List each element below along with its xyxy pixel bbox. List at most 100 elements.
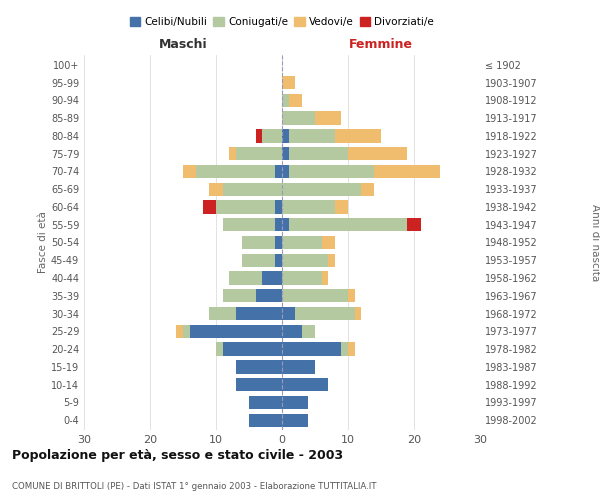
Legend: Celibi/Nubili, Coniugati/e, Vedovi/e, Divorziati/e: Celibi/Nubili, Coniugati/e, Vedovi/e, Di… <box>130 17 434 27</box>
Bar <box>282 272 322 284</box>
Bar <box>282 360 315 374</box>
Bar <box>249 414 282 427</box>
Bar <box>223 289 282 302</box>
Bar <box>282 218 289 232</box>
Bar <box>209 307 282 320</box>
Bar <box>282 129 381 142</box>
Bar <box>282 112 315 125</box>
Bar <box>282 94 302 107</box>
Y-axis label: Anni di nascita: Anni di nascita <box>590 204 600 281</box>
Bar <box>282 200 335 213</box>
Text: Femmine: Femmine <box>349 38 413 52</box>
Bar <box>249 396 282 409</box>
Bar <box>223 218 282 232</box>
Bar <box>282 236 335 249</box>
Bar <box>282 254 335 267</box>
Bar <box>282 414 308 427</box>
Bar <box>223 342 282 356</box>
Bar <box>282 360 315 374</box>
Bar <box>282 272 328 284</box>
Bar <box>282 76 295 89</box>
Bar <box>282 218 407 232</box>
Bar <box>249 396 282 409</box>
Bar <box>282 342 341 356</box>
Bar <box>282 182 361 196</box>
Bar <box>282 164 440 178</box>
Bar <box>282 218 421 232</box>
Bar <box>249 414 282 427</box>
Bar <box>282 378 328 392</box>
Bar <box>249 414 282 427</box>
Bar <box>282 236 335 249</box>
Bar <box>282 324 315 338</box>
Bar <box>282 324 315 338</box>
Bar <box>275 200 282 213</box>
Y-axis label: Fasce di età: Fasce di età <box>38 212 48 274</box>
Bar <box>236 360 282 374</box>
Bar <box>282 324 315 338</box>
Bar <box>236 360 282 374</box>
Bar <box>282 396 308 409</box>
Bar <box>282 129 381 142</box>
Bar <box>282 414 308 427</box>
Bar <box>190 324 282 338</box>
Bar <box>282 164 374 178</box>
Bar <box>242 254 282 267</box>
Bar <box>282 414 308 427</box>
Bar <box>282 182 374 196</box>
Bar <box>242 254 282 267</box>
Bar <box>216 342 282 356</box>
Bar <box>282 76 295 89</box>
Bar <box>229 272 282 284</box>
Bar <box>282 307 355 320</box>
Bar <box>262 129 282 142</box>
Bar <box>196 164 282 178</box>
Bar <box>282 396 308 409</box>
Bar <box>249 396 282 409</box>
Bar <box>203 200 282 213</box>
Bar <box>282 94 302 107</box>
Bar <box>282 307 361 320</box>
Bar <box>229 147 282 160</box>
Bar <box>176 324 282 338</box>
Bar <box>223 218 282 232</box>
Bar <box>282 324 302 338</box>
Bar <box>282 236 322 249</box>
Bar <box>209 182 282 196</box>
Bar <box>209 307 282 320</box>
Bar <box>282 254 335 267</box>
Text: Popolazione per età, sesso e stato civile - 2003: Popolazione per età, sesso e stato civil… <box>12 450 343 462</box>
Bar <box>183 324 282 338</box>
Bar <box>282 112 341 125</box>
Bar <box>236 147 282 160</box>
Bar <box>236 378 282 392</box>
Text: COMUNE DI BRITTOLI (PE) - Dati ISTAT 1° gennaio 2003 - Elaborazione TUTTITALIA.I: COMUNE DI BRITTOLI (PE) - Dati ISTAT 1° … <box>12 482 377 491</box>
Bar <box>249 414 282 427</box>
Bar <box>256 129 282 142</box>
Bar <box>282 182 374 196</box>
Bar <box>242 236 282 249</box>
Bar <box>282 147 407 160</box>
Bar <box>282 218 407 232</box>
Bar <box>242 236 282 249</box>
Bar <box>282 147 407 160</box>
Bar <box>282 307 361 320</box>
Bar <box>282 164 440 178</box>
Bar <box>282 200 348 213</box>
Bar <box>282 289 355 302</box>
Bar <box>209 307 282 320</box>
Bar <box>282 129 335 142</box>
Bar <box>242 236 282 249</box>
Bar <box>262 272 282 284</box>
Bar <box>282 378 328 392</box>
Bar <box>256 289 282 302</box>
Bar <box>282 289 355 302</box>
Bar <box>223 289 282 302</box>
Bar <box>216 342 282 356</box>
Bar <box>223 218 282 232</box>
Bar <box>216 200 282 213</box>
Bar <box>275 254 282 267</box>
Bar <box>282 378 328 392</box>
Bar <box>236 360 282 374</box>
Bar <box>236 378 282 392</box>
